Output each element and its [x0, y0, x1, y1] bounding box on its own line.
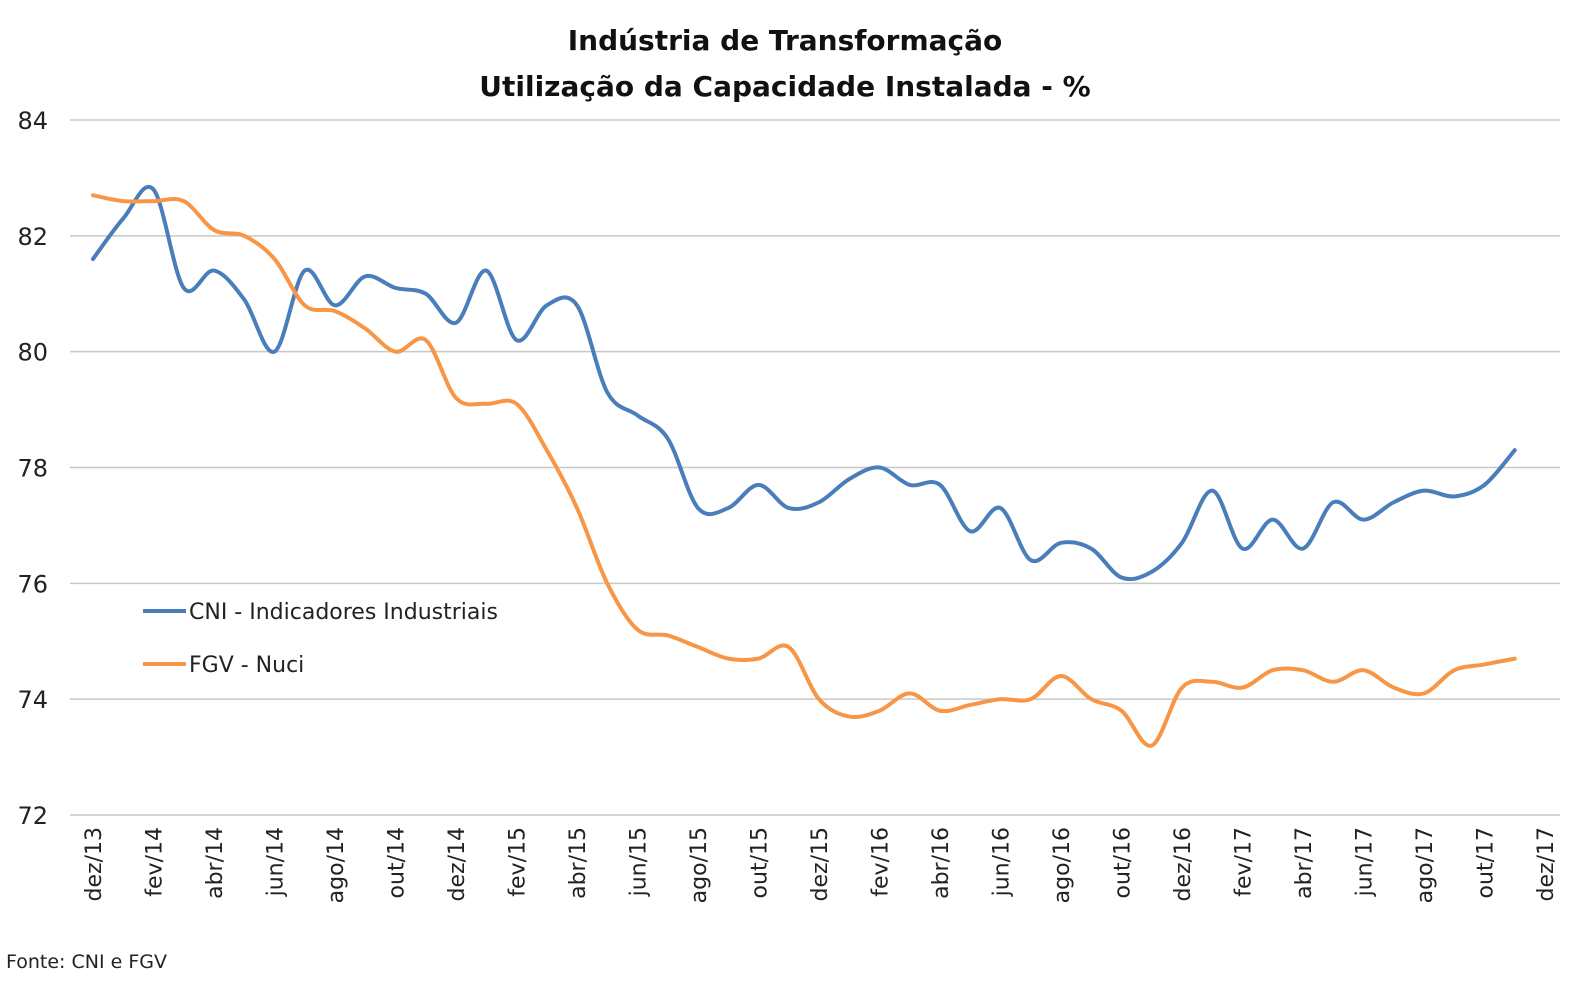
x-tick-label: ago/17	[1413, 827, 1438, 903]
x-tick-label: out/14	[385, 827, 410, 898]
y-axis-tick-labels: 72 74 76 78 80 82 84	[17, 107, 48, 830]
legend-label-cni: CNI - Indicadores Industriais	[189, 600, 498, 625]
x-tick-label: dez/17	[1534, 827, 1559, 901]
series-line-fgv	[91, 193, 1517, 748]
x-tick-label: fev/16	[869, 827, 894, 897]
x-tick-label: fev/14	[143, 827, 168, 897]
x-tick-label: dez/15	[808, 827, 833, 901]
series-lines	[91, 184, 1517, 748]
x-tick-label: dez/16	[1171, 827, 1196, 901]
y-tick-label: 76	[17, 570, 48, 598]
x-tick-label: fev/17	[1232, 827, 1257, 897]
x-tick-label: ago/15	[687, 827, 712, 903]
y-tick-label: 72	[17, 802, 48, 830]
x-tick-label: abr/15	[566, 827, 591, 899]
y-tick-label: 82	[17, 223, 48, 251]
x-tick-label: dez/14	[445, 827, 470, 901]
x-tick-label: abr/17	[1292, 827, 1317, 899]
source-note: Fonte: CNI e FGV	[6, 951, 167, 973]
x-tick-label: ago/14	[324, 827, 349, 903]
chart-title-line-1: Indústria de Transformação	[568, 24, 1003, 57]
x-tick-label: out/15	[748, 827, 773, 898]
x-axis-tick-labels: dez/13 fev/14 abr/14 jun/14 ago/14 out/14 dez/…	[82, 827, 1559, 903]
x-tick-label: fev/15	[506, 827, 531, 897]
y-tick-label: 78	[17, 455, 48, 483]
x-tick-label: out/16	[1111, 827, 1136, 898]
y-tick-label: 74	[17, 686, 48, 714]
x-tick-label: jun/15	[627, 827, 652, 897]
chart-title-line-2: Utilização da Capacidade Instalada - %	[479, 70, 1090, 103]
x-tick-label: dez/13	[82, 827, 107, 901]
x-tick-label: ago/16	[1050, 827, 1075, 903]
chart-title: Indústria de Transformação Utilização da…	[479, 24, 1090, 103]
legend: CNI - Indicadores Industriais FGV - Nuci	[143, 600, 498, 678]
x-tick-label: jun/14	[264, 827, 289, 897]
x-tick-label: jun/16	[990, 827, 1015, 897]
y-tick-label: 80	[17, 339, 48, 367]
y-tick-label: 84	[17, 107, 48, 135]
legend-label-fgv: FGV - Nuci	[189, 653, 304, 678]
gridlines	[70, 119, 1560, 816]
x-tick-label: out/17	[1474, 827, 1499, 898]
x-tick-label: abr/16	[929, 827, 954, 899]
x-tick-label: abr/14	[203, 827, 228, 899]
series-line-cni	[91, 184, 1517, 582]
x-tick-label: jun/17	[1353, 827, 1378, 897]
